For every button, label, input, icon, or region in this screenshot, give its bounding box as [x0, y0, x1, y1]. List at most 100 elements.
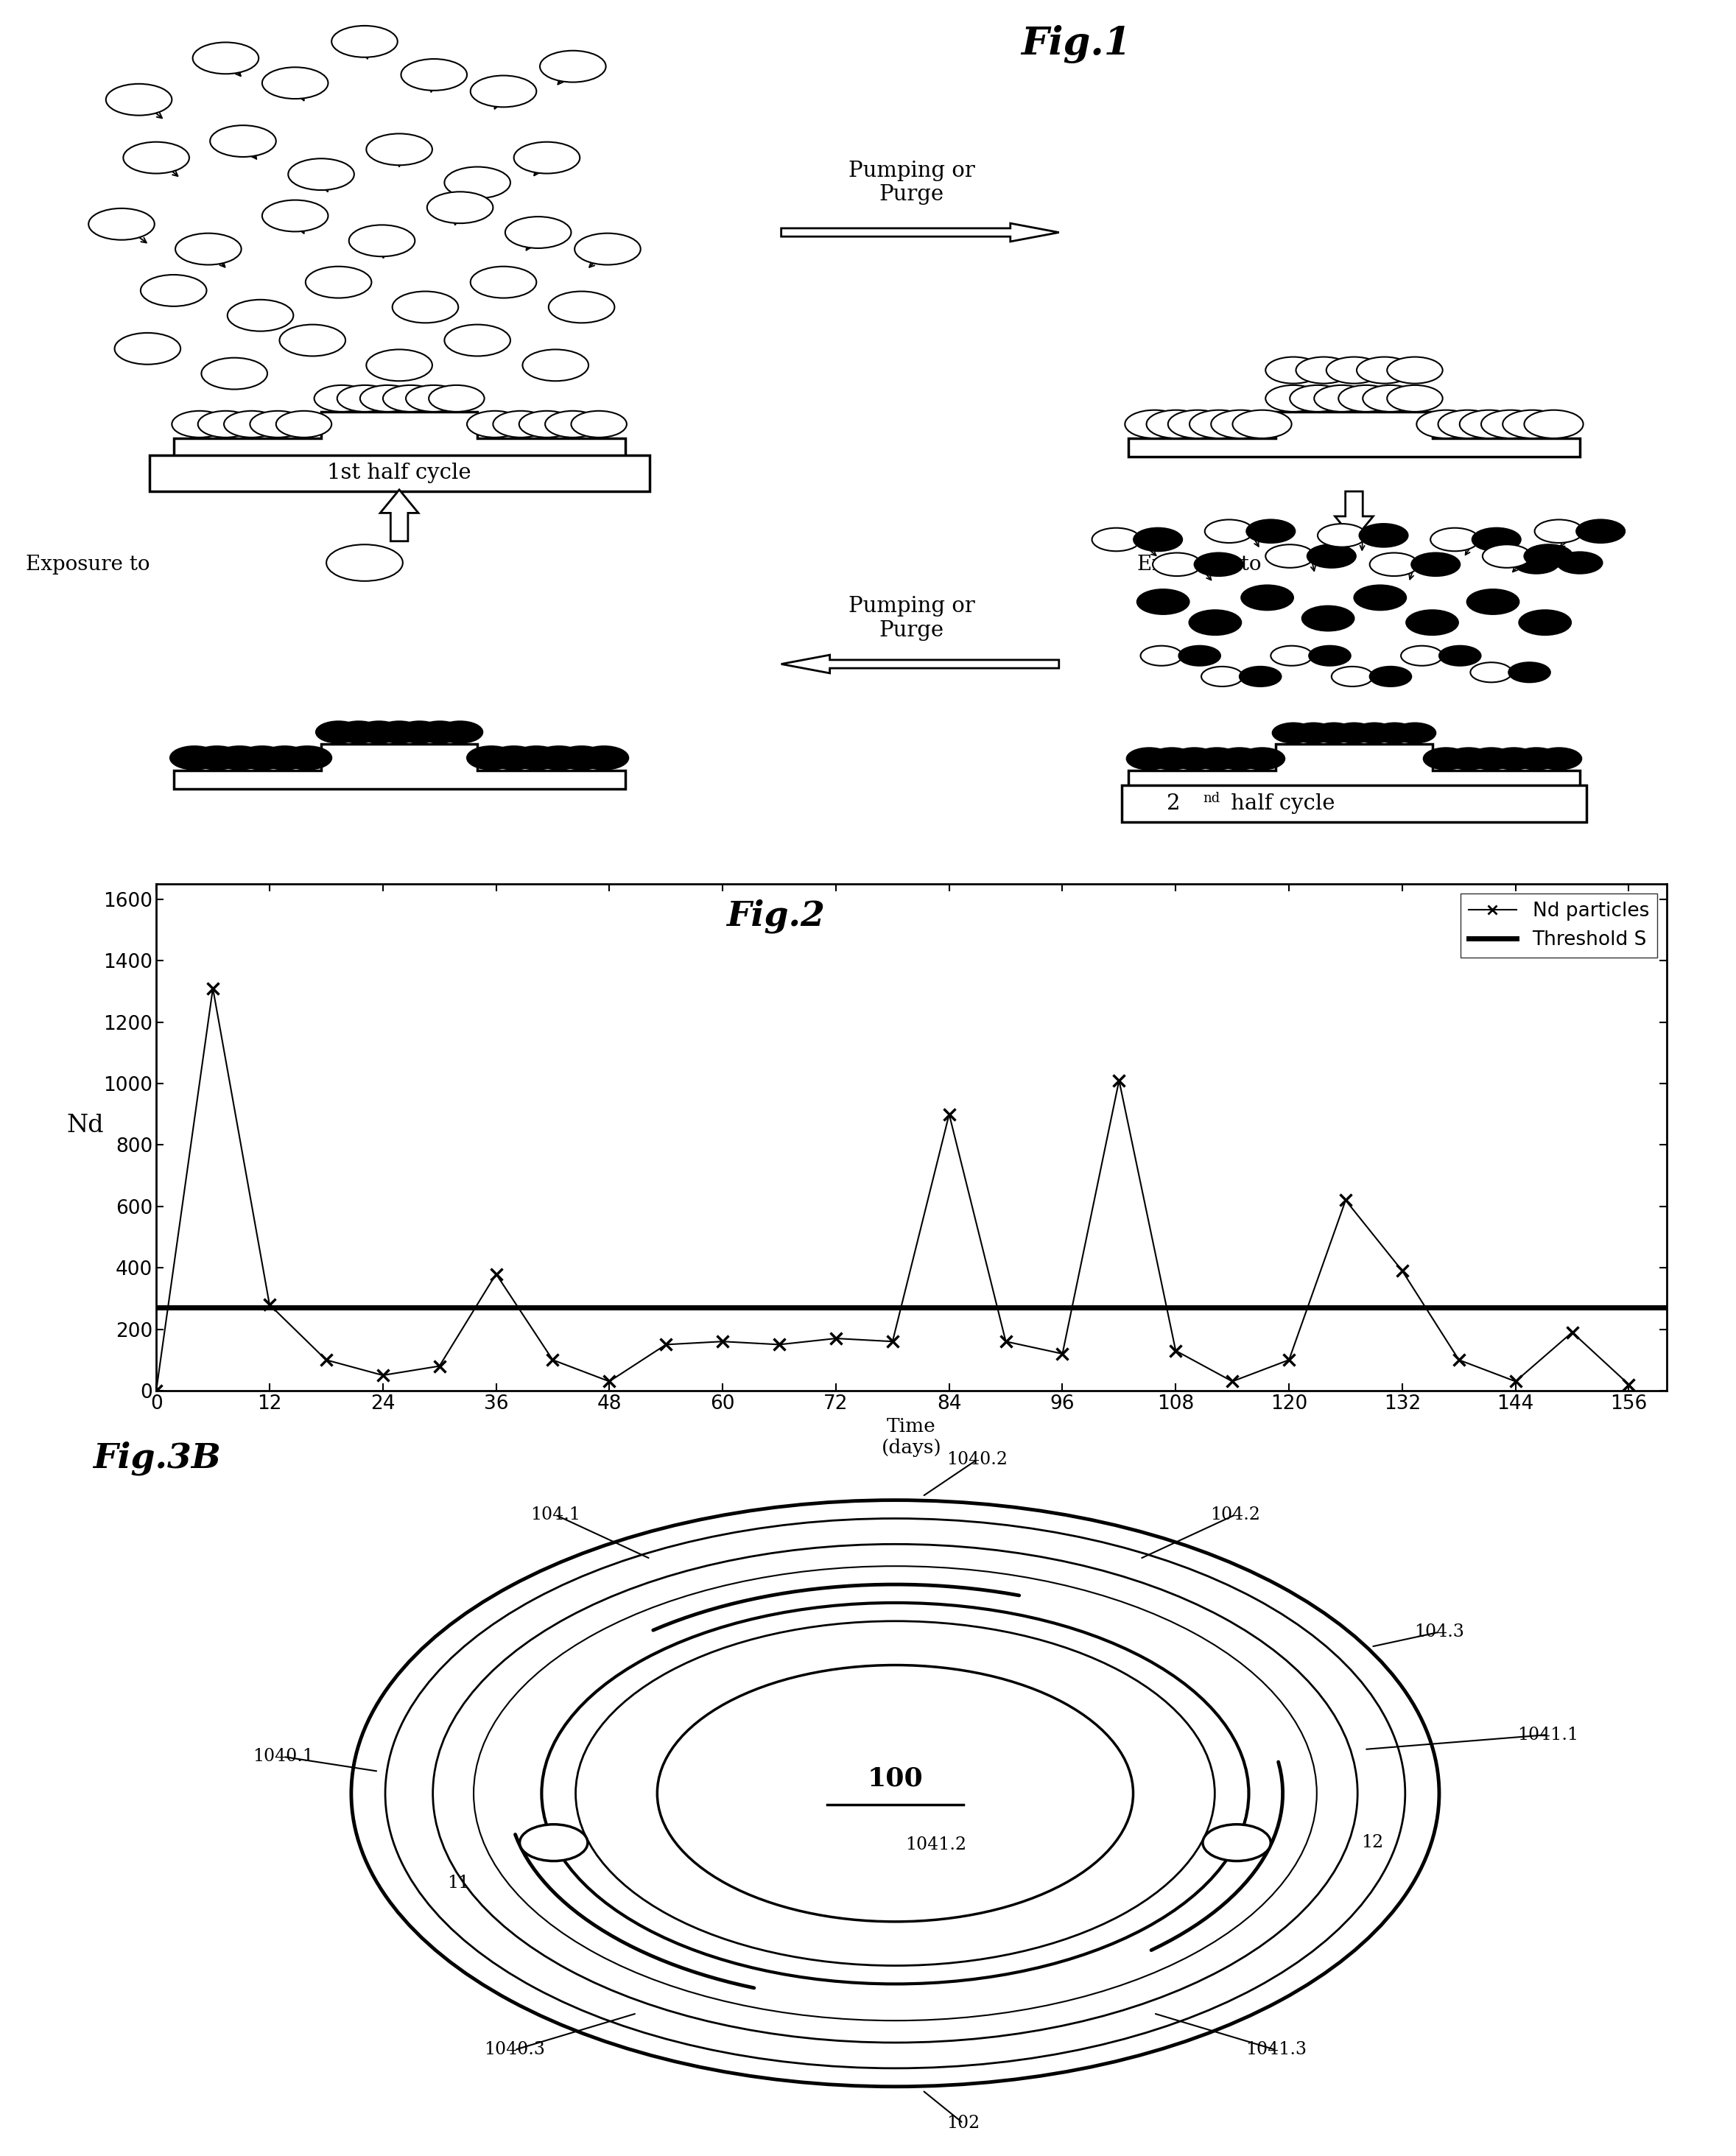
FancyBboxPatch shape: [149, 455, 649, 492]
FancyBboxPatch shape: [1121, 785, 1587, 821]
Circle shape: [1217, 748, 1262, 770]
Nd particles: [1392, 1257, 1413, 1283]
Circle shape: [1318, 524, 1366, 548]
Circle shape: [542, 1602, 1248, 1984]
Circle shape: [1179, 647, 1220, 666]
Text: Exposure to: Exposure to: [1137, 554, 1260, 573]
Circle shape: [359, 386, 415, 412]
FancyArrow shape: [1335, 492, 1373, 539]
Circle shape: [279, 326, 345, 356]
Circle shape: [545, 412, 601, 438]
Circle shape: [1387, 386, 1443, 412]
Circle shape: [1295, 358, 1351, 384]
Circle shape: [1314, 386, 1370, 412]
Circle shape: [1240, 748, 1285, 770]
Circle shape: [260, 746, 309, 770]
Circle shape: [1387, 358, 1443, 384]
Nd particles: [542, 1348, 562, 1373]
Nd particles: [882, 1328, 903, 1354]
Circle shape: [427, 192, 493, 224]
Nd particles: [1109, 1067, 1130, 1093]
Circle shape: [1302, 606, 1354, 632]
Circle shape: [1092, 528, 1141, 552]
Circle shape: [123, 142, 189, 172]
Text: Exposure to: Exposure to: [26, 554, 149, 573]
Circle shape: [1125, 410, 1184, 438]
Text: 1040.3: 1040.3: [484, 2042, 545, 2059]
FancyArrow shape: [781, 655, 1059, 673]
Nd particles: [259, 1291, 279, 1317]
FancyArrow shape: [380, 489, 418, 541]
Threshold S: [146, 1296, 167, 1322]
Nd particles: [1278, 1348, 1299, 1373]
Nd particles: [1618, 1371, 1639, 1397]
Circle shape: [1535, 520, 1583, 543]
Nd particles: [1052, 1341, 1073, 1367]
Threshold S: [155, 1296, 175, 1322]
Circle shape: [1576, 520, 1625, 543]
Circle shape: [444, 326, 510, 356]
Nd particles: [372, 1363, 392, 1388]
Nd particles: [769, 1332, 790, 1358]
Circle shape: [1430, 528, 1479, 552]
Circle shape: [1363, 386, 1418, 412]
Circle shape: [238, 746, 286, 770]
Text: nd: nd: [1203, 791, 1220, 804]
Text: Fig.1: Fig.1: [1021, 26, 1132, 63]
Circle shape: [337, 722, 382, 744]
Circle shape: [1293, 722, 1335, 744]
Nd particles: [146, 1378, 167, 1404]
Nd particles: [1448, 1348, 1469, 1373]
Circle shape: [470, 75, 536, 108]
Circle shape: [429, 386, 484, 412]
Circle shape: [1470, 662, 1512, 681]
Circle shape: [1524, 545, 1573, 567]
Circle shape: [1358, 358, 1413, 384]
Circle shape: [356, 722, 401, 744]
Circle shape: [1134, 528, 1182, 552]
Circle shape: [1460, 410, 1519, 438]
Circle shape: [467, 412, 523, 438]
Circle shape: [519, 412, 575, 438]
Circle shape: [470, 267, 536, 298]
Circle shape: [1424, 748, 1469, 770]
Circle shape: [444, 166, 510, 198]
Circle shape: [417, 722, 462, 744]
Circle shape: [1309, 647, 1351, 666]
Line: Nd particles: Nd particles: [151, 983, 1634, 1397]
Circle shape: [377, 722, 422, 744]
Circle shape: [1411, 552, 1460, 576]
Circle shape: [1519, 610, 1571, 636]
Circle shape: [210, 125, 276, 157]
Circle shape: [1266, 358, 1321, 384]
Circle shape: [115, 332, 181, 364]
Circle shape: [175, 233, 241, 265]
Text: half cycle: half cycle: [1224, 793, 1335, 815]
Circle shape: [1491, 748, 1536, 770]
Circle shape: [535, 746, 583, 770]
Circle shape: [314, 386, 370, 412]
FancyArrow shape: [781, 224, 1059, 241]
Nd particles: [1562, 1319, 1583, 1345]
Polygon shape: [1128, 744, 1580, 789]
Nd particles: [995, 1328, 1016, 1354]
Nd particles: [1165, 1337, 1186, 1363]
Circle shape: [1189, 410, 1248, 438]
Text: Fig.2: Fig.2: [726, 899, 825, 934]
Circle shape: [1481, 410, 1540, 438]
Circle shape: [576, 1621, 1215, 1966]
Circle shape: [1141, 647, 1182, 666]
Circle shape: [1406, 610, 1458, 636]
Nd particles: [825, 1326, 845, 1352]
Circle shape: [1401, 647, 1443, 666]
Circle shape: [1514, 748, 1559, 770]
Circle shape: [398, 722, 443, 744]
Text: 2: 2: [1167, 793, 1180, 815]
Circle shape: [141, 274, 207, 306]
Circle shape: [1271, 647, 1312, 666]
Circle shape: [514, 142, 580, 172]
Circle shape: [193, 746, 241, 770]
Text: 1040.1: 1040.1: [253, 1749, 314, 1766]
Circle shape: [172, 412, 227, 438]
Circle shape: [198, 412, 253, 438]
